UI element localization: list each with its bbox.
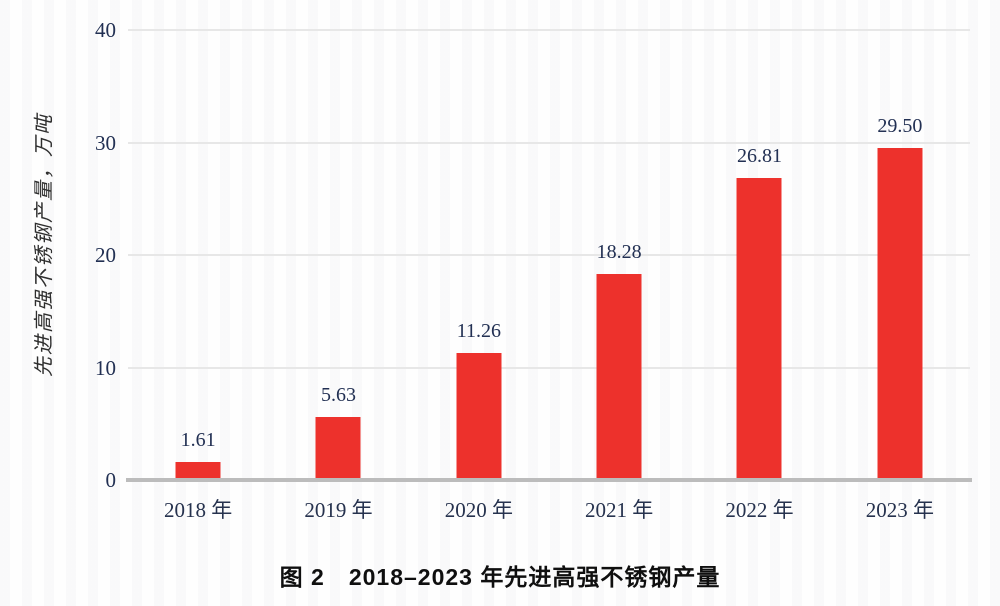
y-tick-label-20: 20: [95, 243, 116, 267]
bar-2023年: [877, 148, 923, 480]
x-tick-label: 2022 年: [725, 498, 794, 522]
y-tick-label-30: 30: [95, 130, 116, 155]
bar-value-label: 11.26: [456, 320, 501, 342]
bar-2022年: [736, 178, 782, 480]
bar-value-label: 5.63: [320, 384, 356, 406]
x-axis-line: [126, 478, 972, 482]
bar-2019年: [315, 417, 361, 480]
y-tick-label-10: 10: [95, 355, 116, 380]
bar-group: 29.50 2023 年: [830, 30, 970, 522]
gridline-y-20: [128, 254, 970, 256]
gridline-y-40: [128, 29, 970, 31]
bar-2021年: [596, 274, 642, 480]
y-tick-label-40: 40: [95, 18, 116, 42]
bar-group: 5.63 2019 年: [268, 30, 408, 522]
bar-value-label: 26.81: [736, 145, 782, 167]
x-tick-label: 2023 年: [865, 498, 934, 522]
y-axis-title: 先进高强不锈钢产量，万吨: [33, 113, 56, 377]
bar-group: 1.61 2018 年: [128, 30, 268, 522]
bar-value-label: 1.61: [180, 429, 216, 451]
x-tick-label: 2020 年: [444, 498, 513, 522]
x-tick-label: 2018 年: [164, 498, 233, 522]
bar-group: 26.81 2022 年: [689, 30, 829, 522]
figure-caption: 图 2 2018–2023 年先进高强不锈钢产量: [279, 564, 721, 590]
bar-value-label: 18.28: [596, 241, 642, 263]
bar-2020年: [456, 353, 502, 480]
gridline-y-10: [128, 366, 970, 369]
bar-2018年: [175, 462, 221, 480]
chart-plot-area: 1.61 2018 年 5.63 2019 年 11.26 2020 年 18.28 2021…: [128, 29, 970, 522]
x-tick-label: 2021 年: [585, 498, 654, 522]
y-tick-label-0: 0: [105, 468, 117, 492]
bar-group: 11.26 2020 年: [409, 30, 549, 522]
gridline-y-30: [128, 141, 970, 144]
bar-value-label: 29.50: [877, 115, 923, 137]
bar-group: 18.28 2021 年: [549, 30, 689, 522]
x-tick-label: 2019 年: [304, 498, 373, 522]
